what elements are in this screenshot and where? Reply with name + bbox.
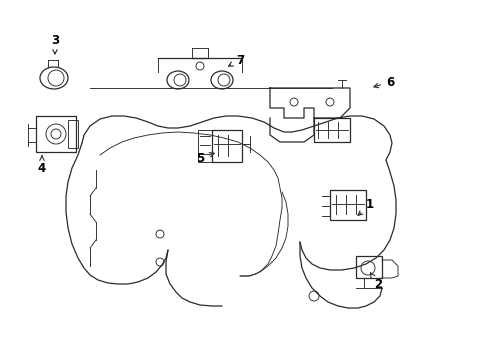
Text: 2: 2 [370, 273, 381, 292]
Text: 3: 3 [51, 33, 59, 54]
Bar [329, 190, 365, 220]
Text: 7: 7 [228, 54, 244, 67]
Text: 1: 1 [357, 198, 373, 215]
Bar [36, 116, 76, 152]
Bar [355, 256, 381, 278]
Text: 5: 5 [196, 152, 214, 165]
Bar [212, 130, 242, 162]
Text: 6: 6 [373, 76, 393, 89]
Bar [68, 120, 78, 148]
Text: 4: 4 [38, 156, 46, 175]
Bar [198, 130, 212, 162]
